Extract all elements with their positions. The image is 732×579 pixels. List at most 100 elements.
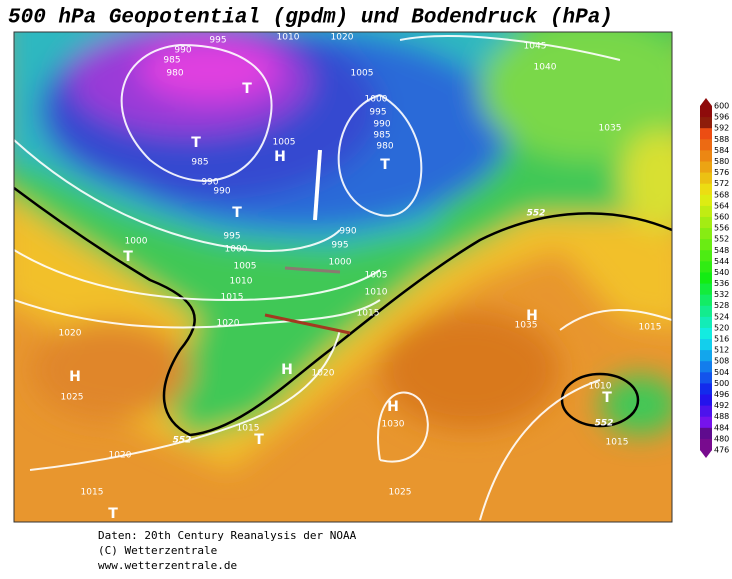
legend-label: 600	[714, 102, 729, 111]
isobar-label: 990	[339, 227, 356, 237]
isobar-label: 995	[209, 36, 226, 46]
legend-label: 536	[714, 279, 729, 288]
legend-swatch	[700, 250, 712, 262]
isobar-label: 995	[369, 108, 386, 118]
legend-swatch	[700, 361, 712, 373]
legend-label: 500	[714, 379, 729, 388]
legend-label: 516	[714, 335, 729, 344]
isobar-label: 1040	[534, 63, 557, 73]
legend-label: 520	[714, 323, 729, 332]
isobar-label: 990	[174, 46, 191, 56]
legend-label: 484	[714, 423, 729, 432]
legend-label: 560	[714, 212, 729, 221]
legend-swatch	[700, 372, 712, 384]
pressure-center: T	[191, 135, 201, 151]
isobar-label: 1015	[221, 293, 244, 303]
legend-label: 512	[714, 346, 729, 355]
pressure-center: H	[274, 149, 286, 165]
pressure-center: T	[232, 205, 242, 221]
isobar-label: 1015	[606, 438, 629, 448]
isobar-label: 995	[223, 232, 240, 242]
isobar-label: 985	[191, 158, 208, 168]
legend-swatch	[700, 117, 712, 129]
legend-tip	[700, 98, 712, 106]
legend-swatch	[700, 172, 712, 185]
isobar-label: 980	[376, 142, 393, 152]
legend-label: 596	[714, 113, 729, 122]
footer-line: Daten: 20th Century Reanalysis der NOAA	[98, 529, 357, 542]
isobar-label: 980	[166, 69, 183, 79]
isobar-label: 1000	[225, 245, 248, 255]
isobar-label: 1035	[599, 124, 622, 134]
isobar-label: 990	[213, 187, 230, 197]
legend-label: 540	[714, 268, 729, 277]
isobar-label: 1010	[277, 33, 300, 43]
legend-label: 592	[714, 124, 729, 133]
legend-label: 568	[714, 190, 729, 199]
legend-label: 584	[714, 146, 729, 155]
legend-label: 532	[714, 290, 729, 299]
legend-swatch	[700, 128, 712, 140]
isobar-label: 1005	[351, 69, 374, 79]
isobar-label: 1010	[589, 382, 612, 392]
legend-label: 588	[714, 135, 729, 144]
isobar-label: 1045	[524, 42, 547, 52]
map	[14, 32, 672, 522]
pressure-center: T	[254, 432, 264, 448]
isobar-label: 1020	[217, 319, 240, 329]
legend-label: 548	[714, 246, 729, 255]
legend-label: 480	[714, 434, 729, 443]
legend-swatch	[700, 228, 712, 240]
pressure-center: T	[123, 249, 133, 265]
contour-label: 552	[527, 209, 546, 219]
isobar-label: 995	[331, 241, 348, 251]
isobar-label: 1015	[357, 309, 380, 319]
legend-label: 564	[714, 201, 729, 210]
isobar-label: 1015	[237, 424, 260, 434]
isobar-label: 990	[201, 178, 218, 188]
isobar-label: 1005	[365, 271, 388, 281]
legend-swatch	[700, 261, 712, 273]
pressure-center: T	[242, 81, 252, 97]
isobar-label: 985	[163, 56, 180, 66]
pressure-center: T	[602, 390, 612, 406]
isobar-label: 1020	[312, 369, 335, 379]
color-legend: 600 596 592 588 584 580 576 572 568 564 560 556 552 5…	[700, 98, 729, 458]
isobar-label: 990	[373, 120, 390, 130]
contour-label: 552	[173, 436, 192, 446]
legend-label: 580	[714, 157, 729, 166]
title: 500 hPa Geopotential (gpdm) und Bodendru…	[8, 7, 613, 30]
isobar-label: 1010	[365, 288, 388, 298]
isobar-label: 1005	[234, 262, 257, 272]
isobar-label: 1025	[389, 488, 412, 498]
legend-swatch	[700, 416, 712, 429]
map-frame	[13, 31, 673, 523]
legend-swatch	[700, 305, 712, 318]
legend-swatch	[700, 327, 712, 340]
legend-swatch	[700, 438, 712, 451]
legend-label: 576	[714, 168, 729, 177]
pressure-center: H	[526, 308, 538, 324]
legend-label: 504	[714, 368, 729, 377]
legend-swatch	[700, 139, 712, 151]
legend-swatch	[700, 272, 712, 285]
legend-label: 508	[714, 357, 729, 366]
legend-label: 476	[714, 446, 729, 455]
isobar-label: 1020	[59, 329, 82, 339]
pressure-center: H	[69, 369, 81, 385]
legend-swatch	[700, 350, 712, 362]
legend-swatch	[700, 394, 712, 407]
pressure-center: T	[108, 506, 118, 522]
isobar-label: 1030	[382, 420, 405, 430]
legend-swatch	[700, 216, 712, 229]
isobar-label: 1000	[329, 258, 352, 268]
legend-swatch	[700, 339, 712, 351]
legend-swatch	[700, 150, 712, 162]
isobar-label: 1020	[331, 33, 354, 43]
legend-swatch	[700, 294, 712, 307]
legend-label: 524	[714, 312, 729, 321]
legend-swatch	[700, 106, 712, 118]
legend-swatch	[700, 161, 712, 174]
isobar-label: 1000	[125, 237, 148, 247]
legend-swatch	[700, 427, 712, 440]
